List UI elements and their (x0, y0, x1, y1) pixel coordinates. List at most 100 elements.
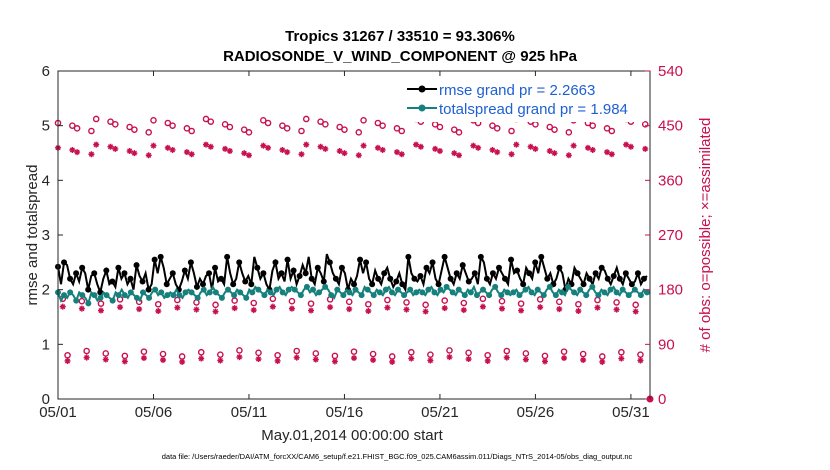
legend-rmse-marker (418, 85, 426, 93)
spread-point (425, 286, 432, 293)
spread-point (571, 289, 578, 296)
spread-point (164, 292, 171, 299)
obs-possible-point (150, 117, 157, 124)
y-right-tick-label: 90 (658, 336, 675, 353)
rmse-point (538, 253, 545, 260)
obs-assimilated-point (389, 358, 396, 365)
obs-possible-point (522, 350, 530, 357)
obs-assimilated-point (274, 357, 281, 364)
spread-point (267, 289, 274, 296)
obs-assimilated-point (226, 148, 233, 155)
obs-possible-point (603, 125, 611, 132)
obs-possible-point (579, 350, 587, 358)
obs-possible-point (532, 121, 539, 128)
rmse-point (556, 264, 563, 271)
obs-possible-point (541, 352, 549, 360)
obs-assimilated-point (575, 308, 582, 315)
spread-point (279, 289, 286, 296)
obs-assimilated-point (623, 141, 630, 148)
spread-point (413, 289, 420, 296)
obs-assimilated-point (370, 357, 377, 364)
rmse-point (465, 278, 472, 285)
spread-point (316, 289, 323, 296)
obs-assimilated-point (346, 306, 353, 313)
rmse-point (145, 286, 152, 293)
obs-assimilated-point (93, 141, 100, 148)
obs-assimilated-point (140, 355, 147, 362)
spread-point (133, 294, 140, 301)
rmse-point (453, 270, 460, 277)
spread-point (522, 286, 529, 293)
spread-point (346, 289, 353, 296)
obs-assimilated-point (117, 304, 124, 311)
spread-point (473, 292, 480, 299)
rmse-point (357, 256, 364, 263)
legend: rmse grand pr = 2.2663 totalspread grand… (402, 76, 644, 122)
rmse-point (242, 278, 249, 285)
obs-possible-point (240, 126, 248, 133)
spread-point (297, 292, 304, 299)
obs-possible-point (641, 121, 649, 128)
rmse-point (199, 281, 206, 288)
spread-point (291, 286, 298, 293)
y-right-tick-label: 540 (658, 63, 683, 80)
obs-assimilated-point (331, 358, 338, 365)
obs-possible-point (217, 351, 224, 358)
y-right-tick-label: 0 (658, 391, 666, 408)
spread-point (637, 292, 644, 299)
spread-point (589, 283, 596, 290)
rmse-point (133, 262, 140, 269)
rmse-point (206, 270, 213, 277)
spread-point (67, 289, 74, 296)
obs-assimilated-point (556, 306, 563, 313)
spread-point (194, 294, 201, 301)
obs-assimilated-point (618, 355, 625, 362)
rmse-point (163, 281, 170, 288)
x-axis: 05/01 05/06 05/11 05/16 05/21 05/26 05/31 (39, 71, 650, 421)
rmse-point (363, 259, 370, 266)
y-tick-label: 4 (42, 172, 50, 189)
spread-point (182, 289, 189, 296)
rmse-point (508, 256, 515, 263)
spread-point (152, 286, 159, 293)
rmse-point (181, 267, 188, 274)
rmse-point (326, 259, 333, 266)
obs-assimilated-point (527, 143, 534, 150)
obs-possible-point (279, 122, 286, 129)
obs-possible-point (159, 350, 167, 358)
obs-assimilated-point (393, 149, 400, 156)
spread-point (601, 289, 608, 296)
rmse-point (236, 259, 243, 266)
rmse-point (435, 281, 442, 288)
x-tick-label: 05/16 (326, 404, 364, 421)
spread-point (358, 292, 365, 299)
y-tick-label: 2 (42, 282, 50, 299)
spread-point (200, 286, 207, 293)
obs-possible-point (126, 123, 133, 131)
spread-point (443, 283, 450, 290)
obs-possible-point (178, 353, 186, 360)
obs-possible-point (164, 119, 172, 127)
obs-assimilated-point (164, 144, 171, 151)
chart-title: Tropics 31267 / 33510 = 93.306% (285, 28, 515, 45)
obs-possible-point (479, 295, 487, 303)
obs-assimilated-point (446, 354, 453, 361)
obs-assimilated-point (541, 358, 548, 365)
spread-point (431, 289, 438, 296)
x-tick-label: 05/31 (612, 404, 650, 421)
spread-point (577, 286, 584, 293)
rmse-point (598, 264, 605, 271)
y-axis-label: rmse and totalspread (24, 165, 41, 306)
obs-assimilated-point (131, 150, 138, 157)
rmse-point (574, 270, 581, 277)
spread-point (364, 286, 371, 293)
spread-point (225, 286, 232, 293)
obs-assimilated-point (107, 143, 114, 150)
obs-assimilated-point (126, 148, 133, 155)
rmse-point (151, 256, 158, 263)
obs-possible-point (489, 122, 496, 129)
obs-assimilated-point (245, 152, 252, 159)
obs-assimilated-point (432, 145, 439, 152)
obs-possible-point (441, 297, 449, 304)
rmse-point (423, 264, 430, 271)
